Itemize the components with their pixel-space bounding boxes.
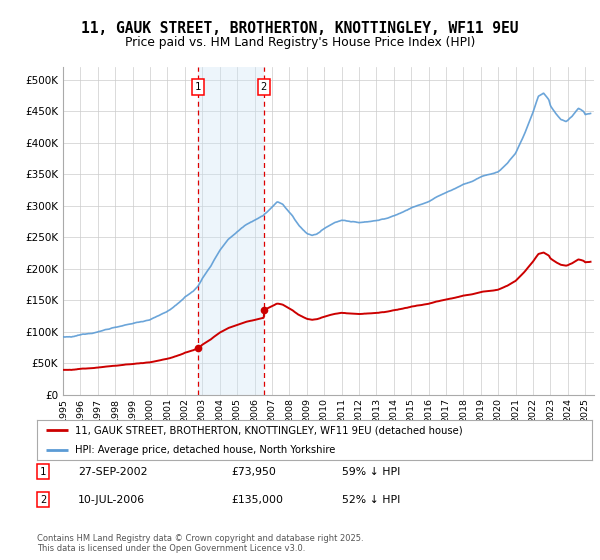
Bar: [198, 67, 264, 395]
Text: 27-SEP-2002: 27-SEP-2002: [78, 466, 148, 477]
Text: 52% ↓ HPI: 52% ↓ HPI: [342, 494, 400, 505]
Text: 11, GAUK STREET, BROTHERTON, KNOTTINGLEY, WF11 9EU (detached house): 11, GAUK STREET, BROTHERTON, KNOTTINGLEY…: [75, 425, 463, 435]
Text: 2: 2: [260, 82, 267, 92]
Text: 11, GAUK STREET, BROTHERTON, KNOTTINGLEY, WF11 9EU: 11, GAUK STREET, BROTHERTON, KNOTTINGLEY…: [81, 21, 519, 36]
Text: Contains HM Land Registry data © Crown copyright and database right 2025.
This d: Contains HM Land Registry data © Crown c…: [37, 534, 364, 553]
Text: £73,950: £73,950: [231, 466, 276, 477]
Text: Price paid vs. HM Land Registry's House Price Index (HPI): Price paid vs. HM Land Registry's House …: [125, 36, 475, 49]
Text: £135,000: £135,000: [231, 494, 283, 505]
Text: HPI: Average price, detached house, North Yorkshire: HPI: Average price, detached house, Nort…: [75, 445, 335, 455]
Text: 1: 1: [40, 466, 46, 477]
Text: 59% ↓ HPI: 59% ↓ HPI: [342, 466, 400, 477]
Text: 10-JUL-2006: 10-JUL-2006: [78, 494, 145, 505]
Text: 1: 1: [194, 82, 201, 92]
Text: 2: 2: [40, 494, 46, 505]
